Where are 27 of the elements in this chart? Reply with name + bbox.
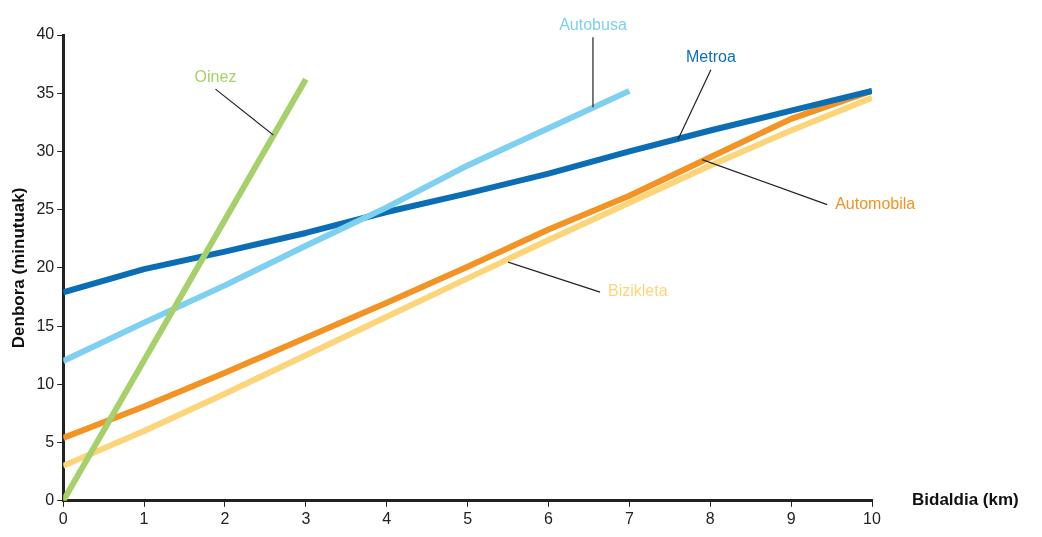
text: Oinez xyxy=(194,67,237,85)
y-tick-label: 10 xyxy=(36,374,55,392)
y-tick-label: 5 xyxy=(45,432,55,450)
x-tick-label: 3 xyxy=(301,509,311,527)
y-tick-label: 35 xyxy=(36,83,55,101)
y-tick-label: 0 xyxy=(45,491,55,509)
x-tick-label: 4 xyxy=(382,509,392,527)
y-tick-label: 40 xyxy=(36,25,55,43)
x-tick-label: 10 xyxy=(863,509,881,527)
x-tick-label: 9 xyxy=(786,509,796,527)
y-axis-title: Denbora (minutuak) xyxy=(8,187,28,349)
text: Autobusa xyxy=(559,15,627,33)
y-tick-label: 15 xyxy=(36,316,55,334)
text: Bizikleta xyxy=(608,282,668,300)
text: Automobila xyxy=(835,195,916,213)
x-tick-label: 2 xyxy=(220,509,230,527)
x-tick-label: 1 xyxy=(139,509,149,527)
x-tick-label: 8 xyxy=(705,509,715,527)
x-axis-title: Bidaldia (km) xyxy=(912,490,1019,510)
x-tick-label: 6 xyxy=(544,509,554,527)
x-tick-label: 0 xyxy=(58,509,68,527)
x-tick-label: 7 xyxy=(624,509,634,527)
text: Metroa xyxy=(685,48,736,66)
y-tick-label: 30 xyxy=(36,141,55,159)
x-tick-label: 5 xyxy=(463,509,473,527)
y-tick-label: 25 xyxy=(36,200,55,218)
y-tick-label: 20 xyxy=(36,258,55,276)
